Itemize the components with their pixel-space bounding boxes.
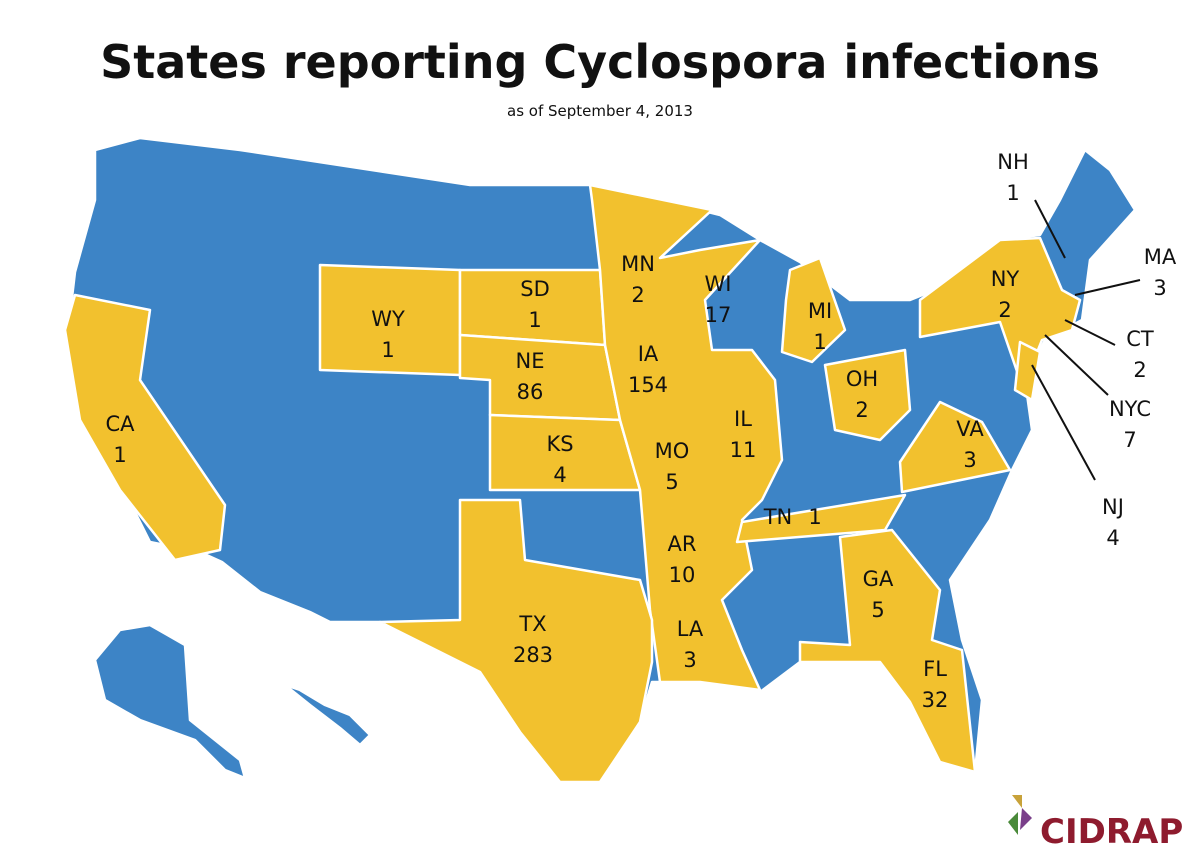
logo: CIDRAP [1008,795,1183,852]
leader-nh [1034,199,1066,259]
state-count: 2 [1133,358,1146,382]
state-label: MI [808,299,832,323]
state-label: WY [371,307,405,331]
state-label: MO [655,439,690,463]
state-ca [63,293,227,562]
state-nj [1013,340,1042,402]
subtitle: as of September 4, 2013 [507,102,693,120]
leader-nj [1031,364,1096,481]
state-count: 10 [669,563,696,587]
state-va [898,400,1012,494]
state-count: 11 [730,438,757,462]
state-count: 2 [998,298,1011,322]
state-label: LA [677,617,704,641]
state-label: NJ [1102,495,1124,519]
logo-shape [1008,812,1018,835]
state-ak [93,623,247,780]
title: States reporting Cyclospora infections [100,35,1100,89]
leader-lines [1031,199,1141,481]
state-count: 1 [528,308,541,332]
logo-shape [1012,795,1022,808]
state-label: MN [621,252,655,276]
state-count: 4 [1106,526,1119,550]
state-label: VA [956,417,984,441]
leader-ma [1074,279,1141,296]
state-label: FL [923,657,947,681]
state-count: 32 [922,688,949,712]
states-map [63,136,1137,784]
state-mi [780,256,847,364]
state-label: MA [1144,245,1177,269]
state-count: 3 [963,448,976,472]
state-ny-ne [918,236,1082,382]
state-label: OH [846,367,878,391]
state-count: 3 [683,648,696,672]
leader-nyc [1044,334,1109,396]
state-count: 1 [113,443,126,467]
state-count: 2 [855,398,868,422]
logo-text: CIDRAP [1040,812,1183,852]
state-ga-fl [798,528,977,774]
state-count: 4 [553,463,566,487]
state-count: 2 [631,283,644,307]
state-count: 17 [705,303,732,327]
state-label: NH [997,150,1029,174]
state-hi [283,683,372,747]
state-count: 1 [1006,181,1019,205]
state-count: 1 [808,505,821,529]
logo-shape [1020,808,1032,830]
state-label: TN [763,505,793,529]
state-count: 1 [813,330,826,354]
leader-ct [1064,319,1116,346]
state-label: IA [638,342,659,366]
midwest-group [588,183,784,692]
state-count: 5 [665,470,678,494]
state-count: 7 [1123,428,1136,452]
state-label: AR [668,532,697,556]
state-tx [378,498,654,784]
state-count: 154 [628,373,668,397]
state-label: IL [734,407,752,431]
state-count: 283 [513,643,553,667]
state-label: NE [516,349,545,373]
state-label: CA [105,412,135,436]
state-label: TX [518,612,546,636]
state-count: 86 [517,380,544,404]
state-label: SD [520,277,550,301]
state-label: CT [1126,327,1154,351]
state-label: KS [546,432,573,456]
state-count: 3 [1153,276,1166,300]
state-oh [823,348,912,442]
state-label: NYC [1109,397,1151,421]
state-label: NY [991,267,1020,291]
state-label: GA [863,567,894,591]
state-count: 5 [871,598,884,622]
state-count: 1 [381,338,394,362]
state-label: WI [705,272,732,296]
